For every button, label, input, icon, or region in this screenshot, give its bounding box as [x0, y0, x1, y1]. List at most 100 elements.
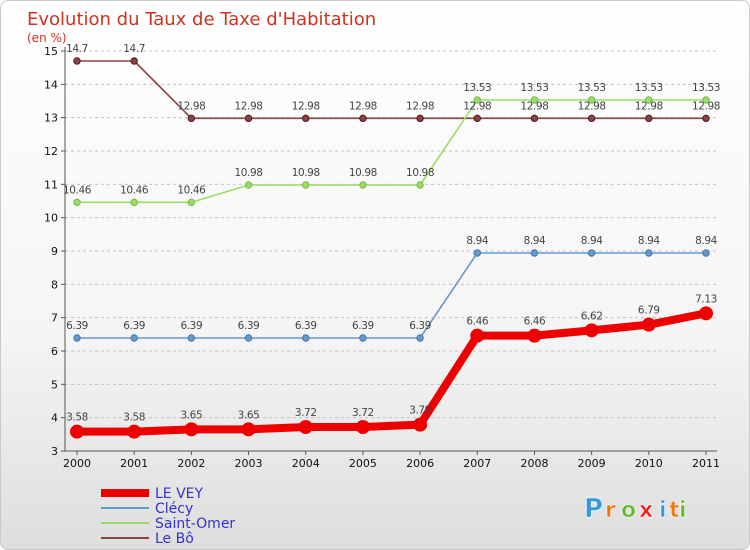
- series-2-point: [244, 181, 253, 189]
- series-0-point: [584, 323, 599, 338]
- chart-title: Evolution du Taux de Taxe d'Habitation: [27, 9, 376, 30]
- series-0-data-label: 3.58: [123, 412, 145, 424]
- series-3-point: [702, 114, 710, 123]
- series-3-point: [187, 114, 196, 123]
- series-3-point: [302, 114, 310, 123]
- series-0-data-label: 6.46: [524, 316, 546, 328]
- y-tick-label: 3: [51, 445, 58, 458]
- x-tick-label: 2005: [349, 457, 377, 470]
- logo-letter: i: [659, 498, 667, 523]
- series-1-data-label: 6.39: [295, 320, 317, 332]
- legend-label-1: Clécy: [155, 501, 193, 517]
- x-tick-label: 2000: [63, 457, 91, 470]
- series-2-data-label: 13.53: [578, 82, 606, 94]
- series-0-data-label: 6.62: [581, 310, 603, 322]
- series-1-point: [416, 334, 424, 342]
- y-tick-label: 4: [51, 412, 58, 425]
- y-tick-label: 9: [51, 245, 58, 258]
- series-2-point: [302, 181, 310, 189]
- logo-letter: x: [639, 498, 653, 523]
- series-1-data-label: 8.94: [581, 235, 603, 247]
- series-3-data-label: 12.98: [578, 100, 606, 112]
- series-0-data-label: 3.65: [238, 409, 260, 421]
- y-tick-label: 14: [44, 78, 58, 91]
- series-0-data-label: 7.13: [695, 293, 717, 305]
- series-0-data-label: 3.79: [409, 405, 431, 417]
- y-tick-label: 12: [44, 145, 58, 158]
- series-2-data-label: 10.98: [406, 167, 434, 179]
- series-3-data-label: 14.7: [66, 43, 88, 55]
- series-2-data-label: 10.46: [63, 184, 92, 196]
- series-0-data-label: 3.72: [352, 407, 374, 419]
- series-0-point: [241, 422, 256, 437]
- series-1-data-label: 8.94: [466, 235, 488, 247]
- x-tick-label: 2003: [235, 457, 263, 470]
- series-1-point: [530, 249, 539, 257]
- series-0-point: [298, 420, 313, 434]
- series-3-data-label: 12.98: [520, 100, 548, 112]
- x-tick-label: 2001: [120, 457, 148, 470]
- series-0-line: [73, 309, 710, 436]
- x-tick-label: 2008: [520, 457, 548, 470]
- series-3-point: [530, 114, 539, 123]
- series-0-point: [184, 422, 199, 437]
- series-3-data-label: 14.7: [123, 43, 145, 55]
- series-1-point: [645, 249, 653, 257]
- x-tick-label: 2007: [463, 457, 491, 470]
- series-3-point: [416, 114, 424, 123]
- y-tick-label: 11: [44, 178, 58, 191]
- series-1-point: [702, 249, 710, 257]
- series-3-data-label: 12.98: [692, 100, 720, 112]
- logo-letter: P: [584, 494, 603, 524]
- series-2-point: [73, 198, 81, 207]
- x-tick-label: 2010: [635, 457, 663, 470]
- series-0-data-label: 3.65: [180, 409, 202, 421]
- series-1-data-label: 6.39: [352, 320, 374, 332]
- series-0-data-label: 6.46: [466, 316, 488, 328]
- series-1-point: [302, 334, 310, 342]
- series-2-point: [187, 198, 196, 207]
- series-1-point: [587, 249, 596, 257]
- series-1-point: [359, 334, 367, 342]
- series-2-point: [359, 181, 367, 189]
- y-tick-label: 13: [44, 112, 58, 125]
- series-2-point: [130, 198, 138, 207]
- series-2-point: [530, 96, 539, 104]
- series-3-data-label: 12.98: [635, 100, 663, 112]
- series-2-point: [473, 96, 481, 104]
- series-3-point: [244, 114, 253, 123]
- labels-layer: 14.7 14.7 12.98 12.98 12.98 12.98 12.98 12.98 12…: [63, 43, 720, 424]
- series-2-point: [416, 181, 424, 189]
- logo-letter: r: [605, 498, 616, 523]
- chart-subtitle: (en %): [27, 31, 67, 45]
- x-tick-label: 2009: [578, 457, 606, 470]
- series-0-data-label: 3.58: [66, 412, 88, 424]
- series-2-data-label: 13.53: [692, 82, 720, 94]
- series-layer: [70, 57, 713, 439]
- legend-label-3: Le Bô: [155, 531, 194, 547]
- series-3-point: [359, 114, 367, 123]
- series-2-point: [645, 96, 653, 104]
- series-3-data-label: 12.98: [349, 100, 377, 112]
- series-1-data-label: 8.94: [695, 235, 717, 247]
- legend-label-0: LE VEY: [155, 486, 204, 502]
- series-3-data-label: 12.98: [235, 100, 263, 112]
- series-3-data-label: 12.98: [292, 100, 320, 112]
- y-tick-label: 15: [44, 45, 58, 58]
- series-0-data-label: 6.79: [638, 305, 660, 317]
- axes: 3 4 5 6 7 8 9 10 11 12 13 14 15 2000 2001 2002 2003 2004 2…: [44, 45, 720, 470]
- series-0-point: [70, 424, 84, 439]
- series-3-data-label: 12.98: [463, 100, 491, 112]
- x-tick-label: 2004: [292, 457, 320, 470]
- series-1-point: [187, 334, 196, 342]
- series-3-data-label: 12.98: [406, 100, 434, 112]
- series-0-data-label: 3.72: [295, 407, 317, 419]
- y-tick-label: 10: [44, 212, 58, 225]
- series-2-data-label: 13.53: [635, 82, 663, 94]
- series-2-data-label: 10.98: [235, 167, 263, 179]
- series-2-line: [76, 99, 707, 204]
- series-2-point: [702, 96, 710, 104]
- series-1-point: [473, 249, 481, 257]
